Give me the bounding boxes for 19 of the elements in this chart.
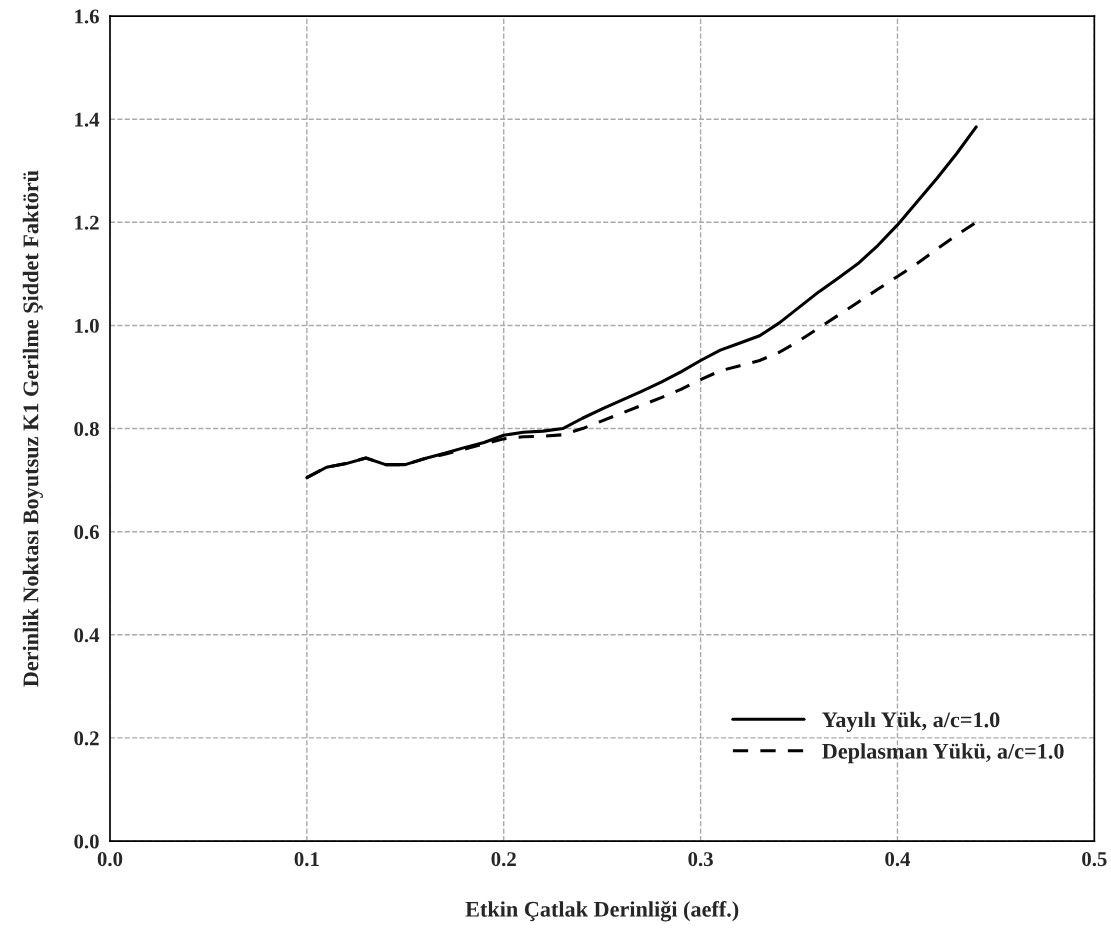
y-tick-label: 0.2 (74, 731, 99, 746)
y-tick-label: 0.6 (74, 525, 99, 540)
x-axis-title: Etkin Çatlak Derinliği (aeff.) (465, 900, 739, 922)
x-tick-label: 0.4 (885, 852, 911, 867)
y-axis-title: Derinlik Noktası Boyutsuz K1 Gerilme Şiddet Faktörü (22, 170, 43, 687)
y-tick-label: 1.0 (75, 318, 99, 333)
y-tick-label: 1.6 (75, 9, 99, 24)
x-tick-label: 0.0 (97, 852, 123, 867)
x-tick-label: 0.2 (491, 852, 516, 867)
y-tick-label: 0.8 (74, 421, 99, 437)
y-tick-label: 1.4 (75, 112, 100, 127)
x-tick-label: 0.5 (1082, 852, 1107, 867)
y-tick-label: 1.2 (75, 215, 99, 230)
x-tick-label: 0.1 (294, 852, 319, 867)
x-tick-label: 0.3 (688, 852, 713, 867)
y-tick-label: 0.0 (74, 834, 99, 849)
legend-label: Deplasman Yükü, a/c=1.0 (822, 743, 1064, 764)
legend-label: Yayılı Yük, a/c=1.0 (822, 711, 1000, 732)
y-tick-label: 0.4 (74, 628, 100, 643)
